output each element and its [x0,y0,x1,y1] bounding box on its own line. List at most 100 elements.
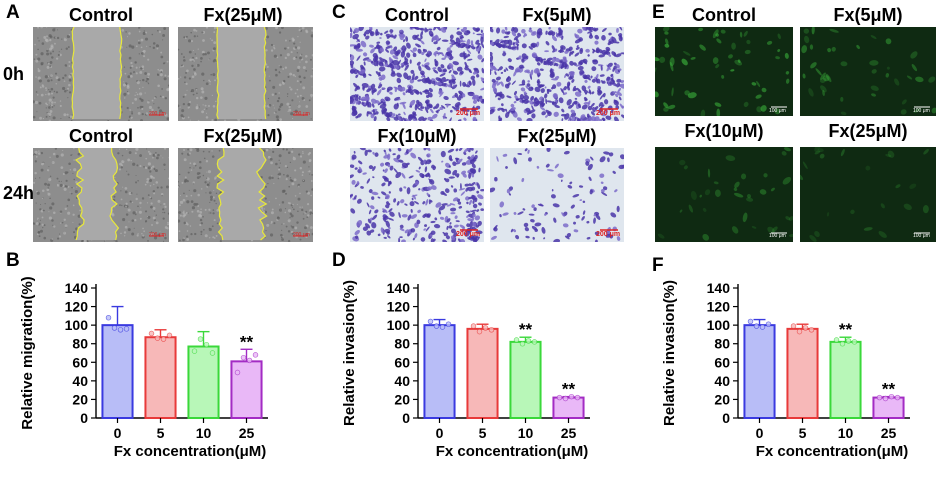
data-point [562,395,569,402]
data-point [160,336,167,342]
y-tick-label: 140 [707,280,731,296]
data-point [439,324,446,330]
wound-image-fx-24h [178,148,313,242]
bar-chart-invasion-f: Relative invasion(%) 0 20 40 60 80 100 120 140 0 5… [661,280,910,460]
x-axis-label: Fx concentration(μM) [114,443,267,460]
data-point [851,339,858,345]
data-point [525,338,532,344]
wound-image-fx-0h [178,27,313,121]
scale-bar-e2: 100 μm [913,108,930,114]
invasion-image-fx25 [490,148,624,242]
y-tick-label: 0 [722,410,730,426]
y-tick-label: 20 [72,391,88,407]
data-point [105,315,112,321]
bar [187,345,220,419]
data-point [191,348,198,354]
bar [509,340,542,419]
scale-bar-c4: 200 μm [596,231,621,238]
fluorescence-image-fx10 [655,147,793,242]
panel-e-title-fx5: Fx(5μM) [833,5,903,25]
panel-letter-f: F [652,255,664,276]
data-point [166,332,173,339]
y-tick-label: 20 [714,391,730,407]
panel-c-title-fx5: Fx(5μM) [522,5,592,25]
y-tick-label: 140 [65,280,89,296]
scale-bar-c3: 200 μm [456,231,481,238]
panel-c-title-fx10: Fx(10μM) [377,126,457,146]
significance-marker: ** [519,320,533,339]
data-point [833,337,840,343]
data-point [765,321,772,327]
bar [743,324,776,419]
invasion-image-control [350,27,484,121]
data-point [796,328,803,335]
wound-image-control-24h [33,148,169,242]
panel-a-title-fx-top: Fx(25μM) [203,5,283,25]
y-tick-label: 40 [714,373,730,389]
data-point [759,324,766,330]
data-point [203,341,210,348]
wound-image-control-0h [33,27,169,121]
y-axis-label: Relative invasion(%) [341,280,358,426]
data-point [519,341,526,347]
data-point [234,369,241,376]
scale-bar-a4: 200 μm [293,232,310,238]
x-tick-label: 5 [157,425,165,441]
data-point [882,395,889,402]
panel-c-title-control: Control [385,5,449,25]
data-point [876,394,883,401]
row-label-24h: 24h [3,183,35,203]
data-point [197,336,204,342]
data-point [209,350,216,356]
data-point [488,327,495,333]
x-tick-label: 5 [479,425,487,441]
panel-letter-e: E [652,2,665,23]
panel-a-title-control-top: Control [69,5,133,25]
significance-marker: ** [562,380,576,399]
data-point [427,318,434,325]
scale-bar-c1: 200 μm [456,110,481,117]
data-point [111,325,118,331]
data-point [148,330,155,337]
data-point [574,394,581,401]
bar [230,360,263,419]
y-tick-label: 100 [707,317,731,333]
data-point [117,327,124,333]
scale-bar-a2: 200 μm [293,111,310,117]
y-tick-label: 80 [394,336,410,352]
data-point [894,394,901,401]
y-tick-label: 80 [714,336,730,352]
panel-a-title-fx-bottom: Fx(25μM) [203,126,283,146]
data-point [556,394,563,401]
bar-chart-invasion-d: Relative invasion(%) 0 20 40 60 80 100 120 140 0 5… [341,280,590,460]
y-tick-label: 0 [402,410,410,426]
data-point [476,328,483,335]
data-point [433,323,440,329]
panel-c-title-fx25: Fx(25μM) [517,126,597,146]
x-axis-label: Fx concentration(μM) [756,443,909,460]
panel-letter-c: C [332,2,346,23]
data-point [845,338,852,344]
bar [872,396,905,419]
y-tick-label: 120 [707,299,731,315]
x-tick-label: 10 [838,425,854,441]
significance-marker: ** [240,332,254,351]
scale-bar-e1: 100 μm [769,108,786,114]
row-label-0h: 0h [3,64,25,84]
data-point [888,393,895,400]
x-axis-label: Fx concentration(μM) [436,443,589,460]
data-point [790,323,797,329]
y-tick-label: 120 [387,299,411,315]
bar [144,336,177,419]
bar [786,327,819,420]
y-axis-label: Relative migration(%) [19,276,36,429]
scale-bar-a3: 200 μm [149,232,166,238]
y-tick-label: 60 [714,354,730,370]
x-tick-label: 25 [239,425,255,441]
invasion-image-fx10 [350,148,484,242]
panel-letter-d: D [332,250,346,271]
y-tick-label: 140 [387,280,411,296]
data-point [568,393,575,400]
y-tick-label: 0 [80,410,88,426]
scale-bar-a1: 200 μm [149,111,166,117]
